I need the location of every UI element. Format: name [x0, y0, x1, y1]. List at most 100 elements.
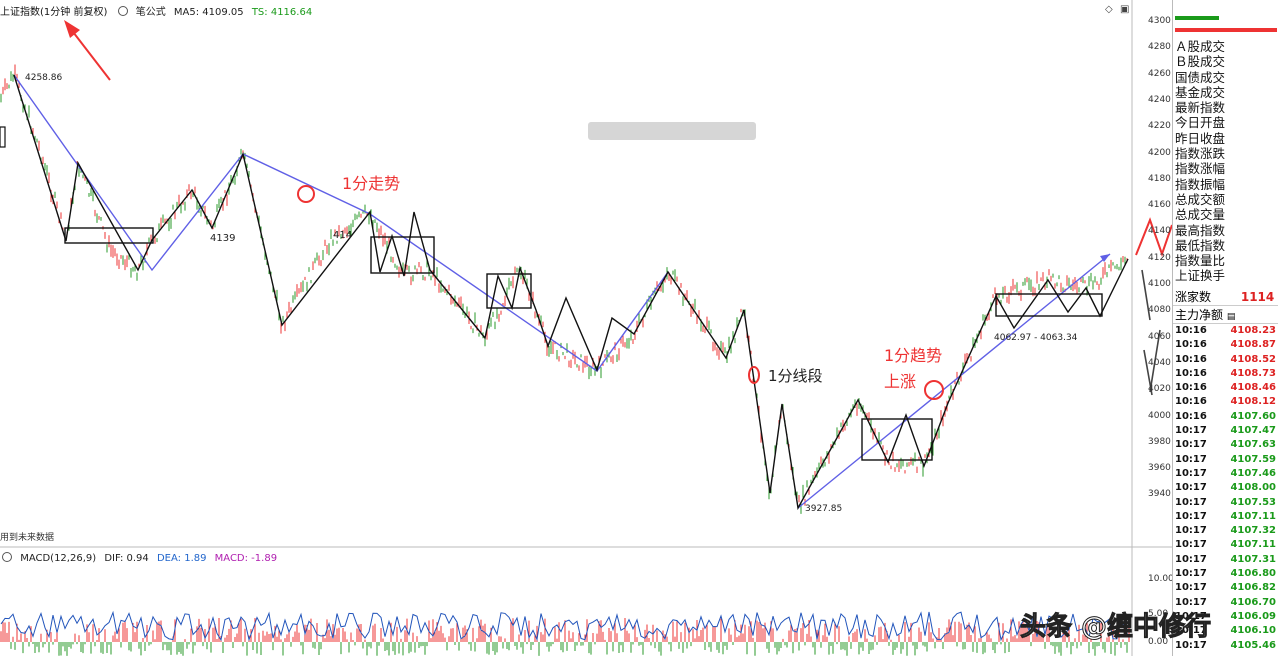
tick-price: 4107.53 [1230, 496, 1276, 508]
quote-label: 指数振幅 [1175, 176, 1226, 192]
quote-label: Ａ股成交 [1175, 39, 1226, 54]
tick-row[interactable]: 10:16 4108.23 [1173, 324, 1278, 338]
tick-row[interactable]: 10:16 4108.52 [1173, 353, 1278, 367]
tick-row[interactable]: 10:17 4107.47 [1173, 424, 1278, 438]
price-axis-label: 4240 [1148, 94, 1171, 105]
tick-time: 10:17 [1175, 525, 1207, 537]
tick-price: 4108.46 [1230, 382, 1276, 394]
annotation-trend: 1分走势 [342, 174, 401, 193]
price-chart[interactable]: 上证指数(1分钟 前复权) 笔公式 MA5: 4109.05 TS: 4116.… [0, 0, 1172, 548]
tick-row[interactable]: 10:17 4107.11 [1173, 538, 1278, 552]
pivot-box [0, 126, 6, 148]
flow-label: 主力净额 [1175, 308, 1224, 322]
price-chart-canvas [0, 0, 1172, 548]
pivot-box [486, 273, 532, 309]
quote-label-list: Ａ股成交 Ｂ股成交 国债成交 基金成交 最新指数 今日开盘 昨日收盘 指数涨跌 指数涨幅 指数振幅… [1173, 39, 1278, 284]
trend-arrow-head [1100, 254, 1110, 262]
low-price-label: 3927.85 [805, 504, 843, 514]
tick-time: 10:17 [1175, 610, 1207, 622]
tick-row[interactable]: 10:17 4106.82 [1173, 581, 1278, 595]
tick-row[interactable]: 10:17 4107.53 [1173, 496, 1278, 510]
pivot-box [995, 293, 1103, 317]
tick-price: 4107.31 [1230, 553, 1276, 565]
tick-time: 10:17 [1175, 496, 1207, 508]
price-axis-label: 4020 [1148, 384, 1171, 395]
tick-time: 10:16 [1175, 325, 1207, 336]
pivot-box [64, 227, 154, 244]
macd-dif: DIF: 0.94 [104, 553, 149, 564]
tick-time: 10:16 [1175, 353, 1207, 365]
high-price-label: 4258.86 [25, 73, 63, 83]
pivot-box [861, 418, 933, 461]
tick-time: 10:17 [1175, 482, 1207, 494]
formula-name[interactable]: 笔公式 [135, 7, 166, 18]
advance-row: 涨家数 1114 跌 [1173, 288, 1278, 305]
quote-label: 指数涨跌 [1175, 146, 1226, 162]
tick-row[interactable]: 10:17 4107.32 [1173, 524, 1278, 538]
price-axis-label: 3940 [1148, 489, 1171, 500]
trend-line-down [13, 74, 669, 372]
quote-label: 最新指数 [1175, 100, 1226, 116]
quote-label: 总成交量 [1175, 207, 1226, 223]
flow-row[interactable]: 主力净额 ▤ [1173, 305, 1278, 323]
tick-time: 10:17 [1175, 539, 1207, 551]
tick-row[interactable]: 10:17 4106.80 [1173, 567, 1278, 581]
tick-row[interactable]: 10:17 4108.00 [1173, 481, 1278, 495]
tick-price: 4107.63 [1230, 439, 1276, 451]
macd-dif-line [0, 610, 1130, 642]
tick-row[interactable]: 10:17 4106.10 [1173, 624, 1278, 638]
tick-row[interactable]: 10:16 4107.60 [1173, 410, 1278, 424]
annotation-circle [924, 380, 944, 400]
quote-label: 基金成交 [1175, 84, 1226, 100]
tick-price: 4107.46 [1230, 467, 1276, 479]
tick-price: 4108.52 [1230, 353, 1276, 365]
tick-list[interactable]: 10:16 4108.23 10:16 4108.87 10:16 4108.52 10:1… [1173, 323, 1278, 653]
tick-row[interactable]: 10:17 4106.09 [1173, 610, 1278, 624]
tick-price: 4108.73 [1230, 367, 1276, 379]
tick-time: 10:16 [1175, 367, 1207, 379]
tick-price: 4106.10 [1230, 625, 1276, 637]
tick-row[interactable]: 10:17 4105.46 [1173, 639, 1278, 653]
annotation-uptrend-line2: 上涨 [884, 372, 917, 391]
settings-gear-icon[interactable] [117, 6, 128, 16]
diamond-icon[interactable]: ◇ [1105, 4, 1113, 15]
tick-row[interactable]: 10:17 4106.70 [1173, 596, 1278, 610]
annotation-circle [297, 185, 315, 203]
tick-time: 10:17 [1175, 625, 1207, 637]
tick-time: 10:16 [1175, 339, 1207, 351]
tick-row[interactable]: 10:17 4107.59 [1173, 453, 1278, 467]
tick-row[interactable]: 10:16 4108.46 [1173, 381, 1278, 395]
price-axis-label: 4300 [1148, 16, 1171, 26]
tick-row[interactable]: 10:17 4107.11 [1173, 510, 1278, 524]
tick-row[interactable]: 10:16 4108.73 [1173, 367, 1278, 381]
macd-title[interactable]: MACD(12,26,9) [20, 553, 97, 564]
macd-settings-icon[interactable] [2, 552, 12, 562]
price-axis-label: 4060 [1148, 331, 1171, 342]
quote-label: 最高指数 [1175, 222, 1226, 238]
tick-time: 10:17 [1175, 453, 1207, 465]
tick-time: 10:16 [1175, 410, 1207, 422]
red-hand-line [1135, 217, 1172, 258]
tick-row[interactable]: 10:16 4108.12 [1173, 395, 1278, 409]
watermark: 头条 @缠中修行 [1019, 612, 1212, 643]
flow-toggle-icon[interactable]: ▤ [1226, 312, 1236, 322]
quote-label: 最低指数 [1175, 237, 1226, 253]
maximize-icon[interactable]: ▣ [1120, 4, 1130, 15]
tick-row[interactable]: 10:17 4107.63 [1173, 438, 1278, 452]
tick-row[interactable]: 10:17 4107.31 [1173, 553, 1278, 567]
pivot-box [370, 236, 435, 274]
price-axis-label: 4080 [1148, 305, 1171, 316]
hand-drawn-arrows [1141, 269, 1161, 396]
candlestick-series [0, 64, 1128, 514]
tick-price: 4108.00 [1230, 482, 1276, 494]
tick-time: 10:17 [1175, 553, 1207, 565]
tick-row[interactable]: 10:16 4108.87 [1173, 338, 1278, 352]
macd-panel[interactable]: MACD(12,26,9) DIF: 0.94 DEA: 1.89 MACD: … [0, 548, 1174, 656]
macd-value: MACD: -1.89 [214, 553, 278, 564]
future-data-note: 用到未来数据 [0, 533, 55, 543]
tick-price: 4107.11 [1230, 510, 1276, 522]
price-axis-label: 4180 [1148, 173, 1171, 184]
tick-price: 4107.11 [1230, 539, 1276, 551]
chart-title[interactable]: 上证指数(1分钟 前复权) [0, 7, 108, 18]
tick-row[interactable]: 10:17 4107.46 [1173, 467, 1278, 481]
